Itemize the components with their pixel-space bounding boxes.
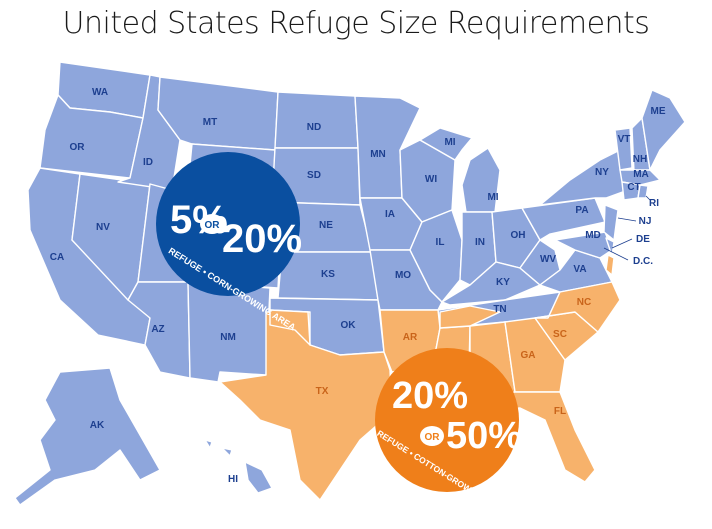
cotton-patch-tn [439,305,501,329]
leader-line-nj [617,217,637,222]
state-label-wa: WA [92,87,108,98]
state-label-wi: WI [425,174,437,185]
state-label-mn: MN [370,149,386,160]
state-label-me: ME [651,106,666,117]
state-label-mt: MT [203,117,217,128]
state-label-ks: KS [321,269,335,280]
state-hi [204,439,273,494]
state-label-ct: CT [627,182,640,193]
state-label-ok: OK [341,320,357,331]
state-label-wv: WV [540,254,556,265]
state-label-ia: IA [385,209,395,220]
state-label-vt: VT [618,134,631,145]
state-label-mi: MI [487,192,498,203]
state-label-ak: AK [90,420,105,431]
state-mi-up [419,127,473,161]
state-ny [539,149,629,206]
cotton-badge-pct-b: 50% [446,415,522,457]
state-label-sc: SC [553,329,567,340]
state-il [409,209,463,303]
state-label-nj: NJ [639,216,652,227]
cotton-badge-pct-a: 20% [392,375,468,417]
leader-line-ri [645,195,651,201]
state-label-ca: CA [50,252,64,263]
cotton-badge-circle [375,348,519,492]
state-de [605,237,615,257]
state-label-nm: NM [220,332,236,343]
cotton-patch-va [605,254,615,276]
state-label-nc: NC [577,297,591,308]
state-ak [14,367,161,506]
state-label-mi: MI [444,137,455,148]
state-label-tx: TX [316,386,329,397]
corn-badge-pct-b: 20% [222,217,302,261]
cotton-patch-ok [269,309,311,346]
state-nd [274,91,359,149]
state-wv [519,239,561,286]
state-nm [187,281,271,383]
state-label-il: IL [436,237,445,248]
state-label-ne: NE [319,220,333,231]
state-label-nv: NV [96,222,110,233]
cotton-refuge-badge: 20% OR 50% REFUGE • COTTON-GROWING AREA [375,348,522,516]
state-ri [637,184,649,199]
corn-badge-or: OR [205,220,221,231]
state-label-tn: TN [493,304,506,315]
state-label-pa: PA [575,205,588,216]
state-label-nh: NH [633,154,647,165]
state-ma [619,169,661,186]
state-label-sd: SD [307,170,321,181]
state-label-fl: FL [554,406,566,417]
state-label-ky: KY [496,277,510,288]
leader-line-dc [603,247,629,261]
state-label-ar: AR [403,332,418,343]
leader-line-de [611,238,633,249]
state-nj [603,204,619,241]
state-label-az: AZ [151,324,164,335]
state-label-id: ID [143,157,153,168]
state-label-ri: RI [649,198,659,209]
state-vt [614,127,633,171]
state-label-or: OR [70,142,86,153]
state-label-ny: NY [595,167,609,178]
state-label-hi: HI [228,474,238,485]
corn-badge-or-bubble [200,214,224,234]
corn-badge-circle [156,152,300,296]
state-label-va: VA [573,264,586,275]
state-label-in: IN [475,237,485,248]
state-label-nd: ND [307,122,321,133]
state-label-oh: OH [511,230,526,241]
state-tx [219,311,393,501]
state-label-ga: GA [521,350,536,361]
state-label-mo: MO [395,270,411,281]
state-label-md: MD [585,230,601,241]
state-md [554,231,613,259]
state-ga [504,317,566,393]
state-label-ma: MA [633,169,649,180]
map-title: United States Refuge Size Requirements [62,6,650,41]
cotton-badge-or-bubble [420,426,444,446]
state-nc [534,281,621,333]
state-label-dc: D.C. [633,256,653,267]
cotton-badge-or: OR [425,432,441,443]
state-label-de: DE [636,234,650,245]
state-me [641,89,686,171]
